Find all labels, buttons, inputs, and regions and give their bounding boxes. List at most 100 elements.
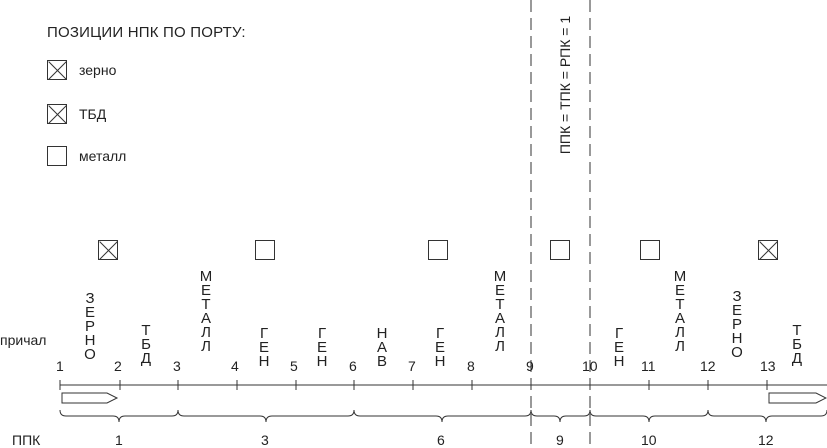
cargo-letter: Н bbox=[84, 332, 96, 349]
berth-row-label: причал bbox=[0, 332, 47, 348]
berth-number: 6 bbox=[349, 358, 357, 374]
berth-number: 3 bbox=[173, 358, 181, 374]
cargo-letter: Р bbox=[84, 318, 95, 335]
cargo-letter: Е bbox=[731, 302, 742, 319]
cargo-letter: Е bbox=[84, 304, 95, 321]
cargo-letter: А bbox=[376, 339, 387, 356]
cargo-letter: Т bbox=[792, 322, 802, 339]
legend-item-metal: металл bbox=[47, 145, 126, 167]
position-marker bbox=[758, 240, 778, 265]
cargo-letter: М bbox=[673, 268, 687, 285]
cargo-letter: Е bbox=[434, 339, 445, 356]
cargo-letter: З bbox=[85, 290, 95, 307]
ppk-row-label: ППК bbox=[12, 432, 41, 448]
legend-title: ПОЗИЦИИ НПК ПО ПОРТУ: bbox=[47, 24, 246, 41]
empty-box-icon bbox=[550, 240, 570, 260]
berth-number: 13 bbox=[760, 358, 776, 374]
ppk-group-number: 12 bbox=[758, 432, 774, 448]
berth-number: 2 bbox=[114, 358, 122, 374]
ppk-braces bbox=[59, 409, 827, 423]
cargo-letter: М bbox=[199, 268, 213, 285]
ppk-group-number: 6 bbox=[437, 432, 445, 448]
berth-ticks bbox=[59, 380, 768, 390]
legend-label: ТБД bbox=[79, 106, 107, 122]
crossed-box-icon bbox=[758, 240, 778, 260]
cargo-letter: Н bbox=[613, 353, 625, 370]
berth-number: 5 bbox=[290, 358, 298, 374]
berth-number: 4 bbox=[231, 358, 239, 374]
cargo-letter: Л bbox=[495, 324, 505, 341]
berth-number: 9 bbox=[526, 358, 534, 374]
ppk-group-number: 3 bbox=[261, 432, 269, 448]
berth-number: 8 bbox=[467, 358, 475, 374]
position-marker bbox=[255, 240, 275, 265]
cargo-letter: Л bbox=[495, 338, 505, 355]
cargo-letter: Г bbox=[614, 325, 624, 342]
cargo-letter: Т bbox=[201, 296, 211, 313]
position-marker bbox=[428, 240, 448, 265]
berth-number: 12 bbox=[700, 358, 716, 374]
legend-item-tbd: ТБД bbox=[47, 103, 106, 125]
cargo-letter: Н bbox=[731, 330, 743, 347]
ship-arrow-left bbox=[61, 392, 119, 404]
cargo-letter: Д bbox=[791, 350, 803, 367]
crossed-box-icon bbox=[47, 104, 67, 124]
cargo-letter: М bbox=[493, 268, 507, 285]
cargo-letter: Н bbox=[258, 353, 270, 370]
cargo-letter: Л bbox=[675, 338, 685, 355]
position-marker bbox=[640, 240, 660, 265]
cargo-letter: Т bbox=[495, 296, 505, 313]
cargo-letter: Н bbox=[434, 353, 446, 370]
empty-box-icon bbox=[47, 146, 67, 166]
ship-arrow-right bbox=[768, 392, 827, 404]
cargo-letter: Г bbox=[317, 325, 327, 342]
legend-label: металл bbox=[79, 148, 127, 164]
cargo-letter: Е bbox=[258, 339, 269, 356]
cargo-letter: Г bbox=[435, 325, 445, 342]
cargo-letter: Т bbox=[141, 322, 151, 339]
cargo-letter: Е bbox=[494, 282, 505, 299]
cargo-letter: Л bbox=[675, 324, 685, 341]
ppk-group-number: 10 bbox=[641, 432, 657, 448]
cargo-letter: Е bbox=[613, 339, 624, 356]
empty-box-icon bbox=[640, 240, 660, 260]
ppk-group-number: 9 bbox=[556, 432, 564, 448]
cargo-letter: О bbox=[731, 344, 743, 361]
legend-label: зерно bbox=[79, 62, 117, 78]
berth-number: 10 bbox=[582, 358, 598, 374]
cargo-letter: Е bbox=[200, 282, 211, 299]
cargo-letter: Д bbox=[140, 350, 152, 367]
cargo-letter: Е bbox=[316, 339, 327, 356]
ppk-tpk-rpk-label: ППК = ТПК = РПК = 1 bbox=[557, 15, 573, 155]
position-marker bbox=[550, 240, 570, 265]
berth-number: 1 bbox=[56, 358, 64, 374]
position-marker bbox=[98, 240, 118, 265]
cargo-letter: З bbox=[732, 288, 742, 305]
cargo-letter: Е bbox=[674, 282, 685, 299]
cargo-letter: Л bbox=[201, 324, 211, 341]
berth-number: 11 bbox=[641, 358, 656, 374]
cargo-letter: Н bbox=[376, 325, 388, 342]
cargo-letter: О bbox=[84, 346, 96, 363]
cargo-letter: А bbox=[494, 310, 505, 327]
cargo-letter: Р bbox=[731, 316, 742, 333]
cargo-letter: Б bbox=[792, 336, 802, 353]
crossed-box-icon bbox=[98, 240, 118, 260]
ppk-group-number: 1 bbox=[115, 432, 123, 448]
cargo-letter: А bbox=[674, 310, 685, 327]
cargo-letter: Л bbox=[201, 338, 211, 355]
cargo-letter: В bbox=[376, 353, 387, 370]
